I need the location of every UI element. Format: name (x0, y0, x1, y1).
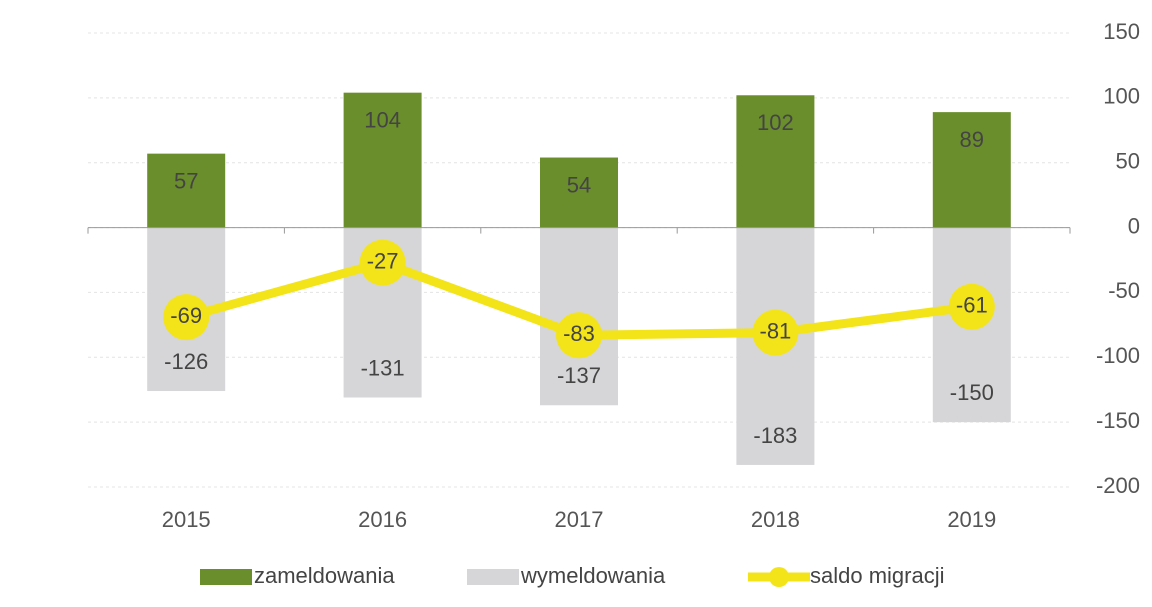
data-label: -183 (753, 423, 797, 448)
data-label: -27 (367, 248, 399, 273)
data-label: -131 (361, 355, 405, 380)
data-label: -126 (164, 349, 208, 374)
line-marker (359, 239, 406, 286)
y-tick-label: 50 (1116, 149, 1140, 174)
legend-swatch (769, 567, 789, 587)
x-tick-label: 2017 (555, 507, 604, 532)
bar (343, 92, 422, 228)
legend-swatch (467, 569, 519, 585)
line-marker (556, 312, 602, 359)
legend-label: zameldowania (254, 563, 395, 588)
data-label: 89 (960, 127, 984, 152)
bar (736, 95, 815, 228)
y-tick-label: -100 (1096, 343, 1140, 368)
y-tick-label: -200 (1096, 473, 1140, 498)
bar (147, 153, 226, 228)
legend-label: saldo migracji (810, 563, 945, 588)
y-tick-label: 100 (1103, 84, 1140, 109)
data-label: -69 (170, 303, 202, 328)
data-label: -137 (557, 363, 601, 388)
data-label: -83 (563, 321, 595, 346)
line-marker (752, 309, 799, 356)
x-tick-label: 2018 (751, 507, 800, 532)
y-tick-label: 0 (1128, 213, 1140, 238)
data-label: 104 (364, 107, 401, 132)
line-marker (163, 294, 210, 341)
data-label: -150 (950, 380, 994, 405)
y-tick-label: -50 (1108, 278, 1140, 303)
data-label: 54 (567, 172, 591, 197)
legend-label: wymeldowania (520, 563, 666, 588)
x-tick-label: 2019 (947, 507, 996, 532)
bar (540, 157, 618, 228)
x-tick-label: 2015 (162, 507, 211, 532)
data-label: 57 (174, 168, 198, 193)
data-label: -61 (956, 293, 988, 318)
bar (932, 112, 1011, 228)
data-label: -81 (760, 318, 792, 343)
y-tick-label: 150 (1103, 19, 1140, 44)
line-marker (948, 283, 995, 330)
legend-swatch (200, 569, 252, 585)
x-tick-label: 2016 (358, 507, 407, 532)
y-tick-label: -150 (1096, 408, 1140, 433)
data-label: 102 (757, 110, 794, 135)
